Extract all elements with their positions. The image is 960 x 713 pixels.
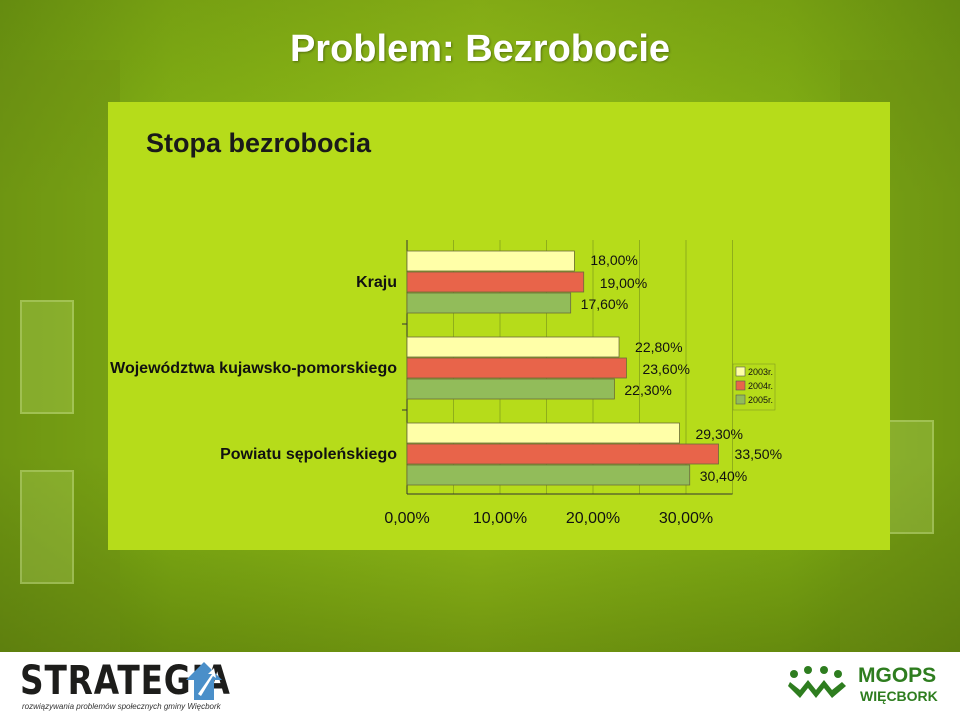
legend-swatch [735,366,746,377]
legend-box [732,363,776,411]
window-decor [20,300,74,414]
data-label: 17,60% [581,296,628,312]
bar [406,292,572,314]
people-circle-icon [788,666,846,698]
legend-swatch [735,380,746,391]
mgops-logo-subtitle: WIĘCBORK [860,688,938,704]
data-label: 33,50% [735,446,782,462]
data-label: 23,60% [642,361,689,377]
bar [406,271,585,293]
legend-label: 2005r. [748,395,773,405]
data-label: 22,30% [624,382,671,398]
slide-title: Problem: Bezrobocie [289,28,671,70]
arrow-up-house-icon [186,662,222,700]
bar [406,336,620,358]
bar [406,250,575,272]
x-tick-label: 30,00% [659,510,713,527]
legend-label: 2003r. [748,367,773,377]
x-tick-label: 0,00% [384,510,429,527]
bar-chart: 0,00% 10,00% 20,00% 30,00% Kraju Województwa … [110,240,782,527]
data-label: 18,00% [590,252,637,268]
x-tick-label: 20,00% [566,510,620,527]
category-label: Kraju [356,274,397,291]
bar [406,422,680,444]
legend-swatch [735,394,746,405]
window-decor [20,470,74,584]
x-tick-label: 10,00% [473,510,527,527]
category-label: Województwa kujawsko-pomorskiego [110,360,397,377]
building-left [0,60,120,652]
mgops-logo-text: MGOPS [858,664,937,687]
data-label: 29,30% [695,426,742,442]
bar [406,357,627,379]
data-label: 19,00% [600,275,647,291]
footer: STRATEGIA rozwiązywania problemów społec… [0,652,960,713]
data-label: 30,40% [700,468,747,484]
bar [406,378,615,400]
bar [406,464,691,486]
category-label: Powiatu sępoleńskiego [220,446,397,463]
chart-title: Stopa bezrobocia [146,128,372,158]
legend-label: 2004r. [748,381,773,391]
bar [406,443,719,465]
data-label: 22,80% [635,339,682,355]
strategia-tagline: rozwiązywania problemów społecznych gmin… [22,702,221,711]
